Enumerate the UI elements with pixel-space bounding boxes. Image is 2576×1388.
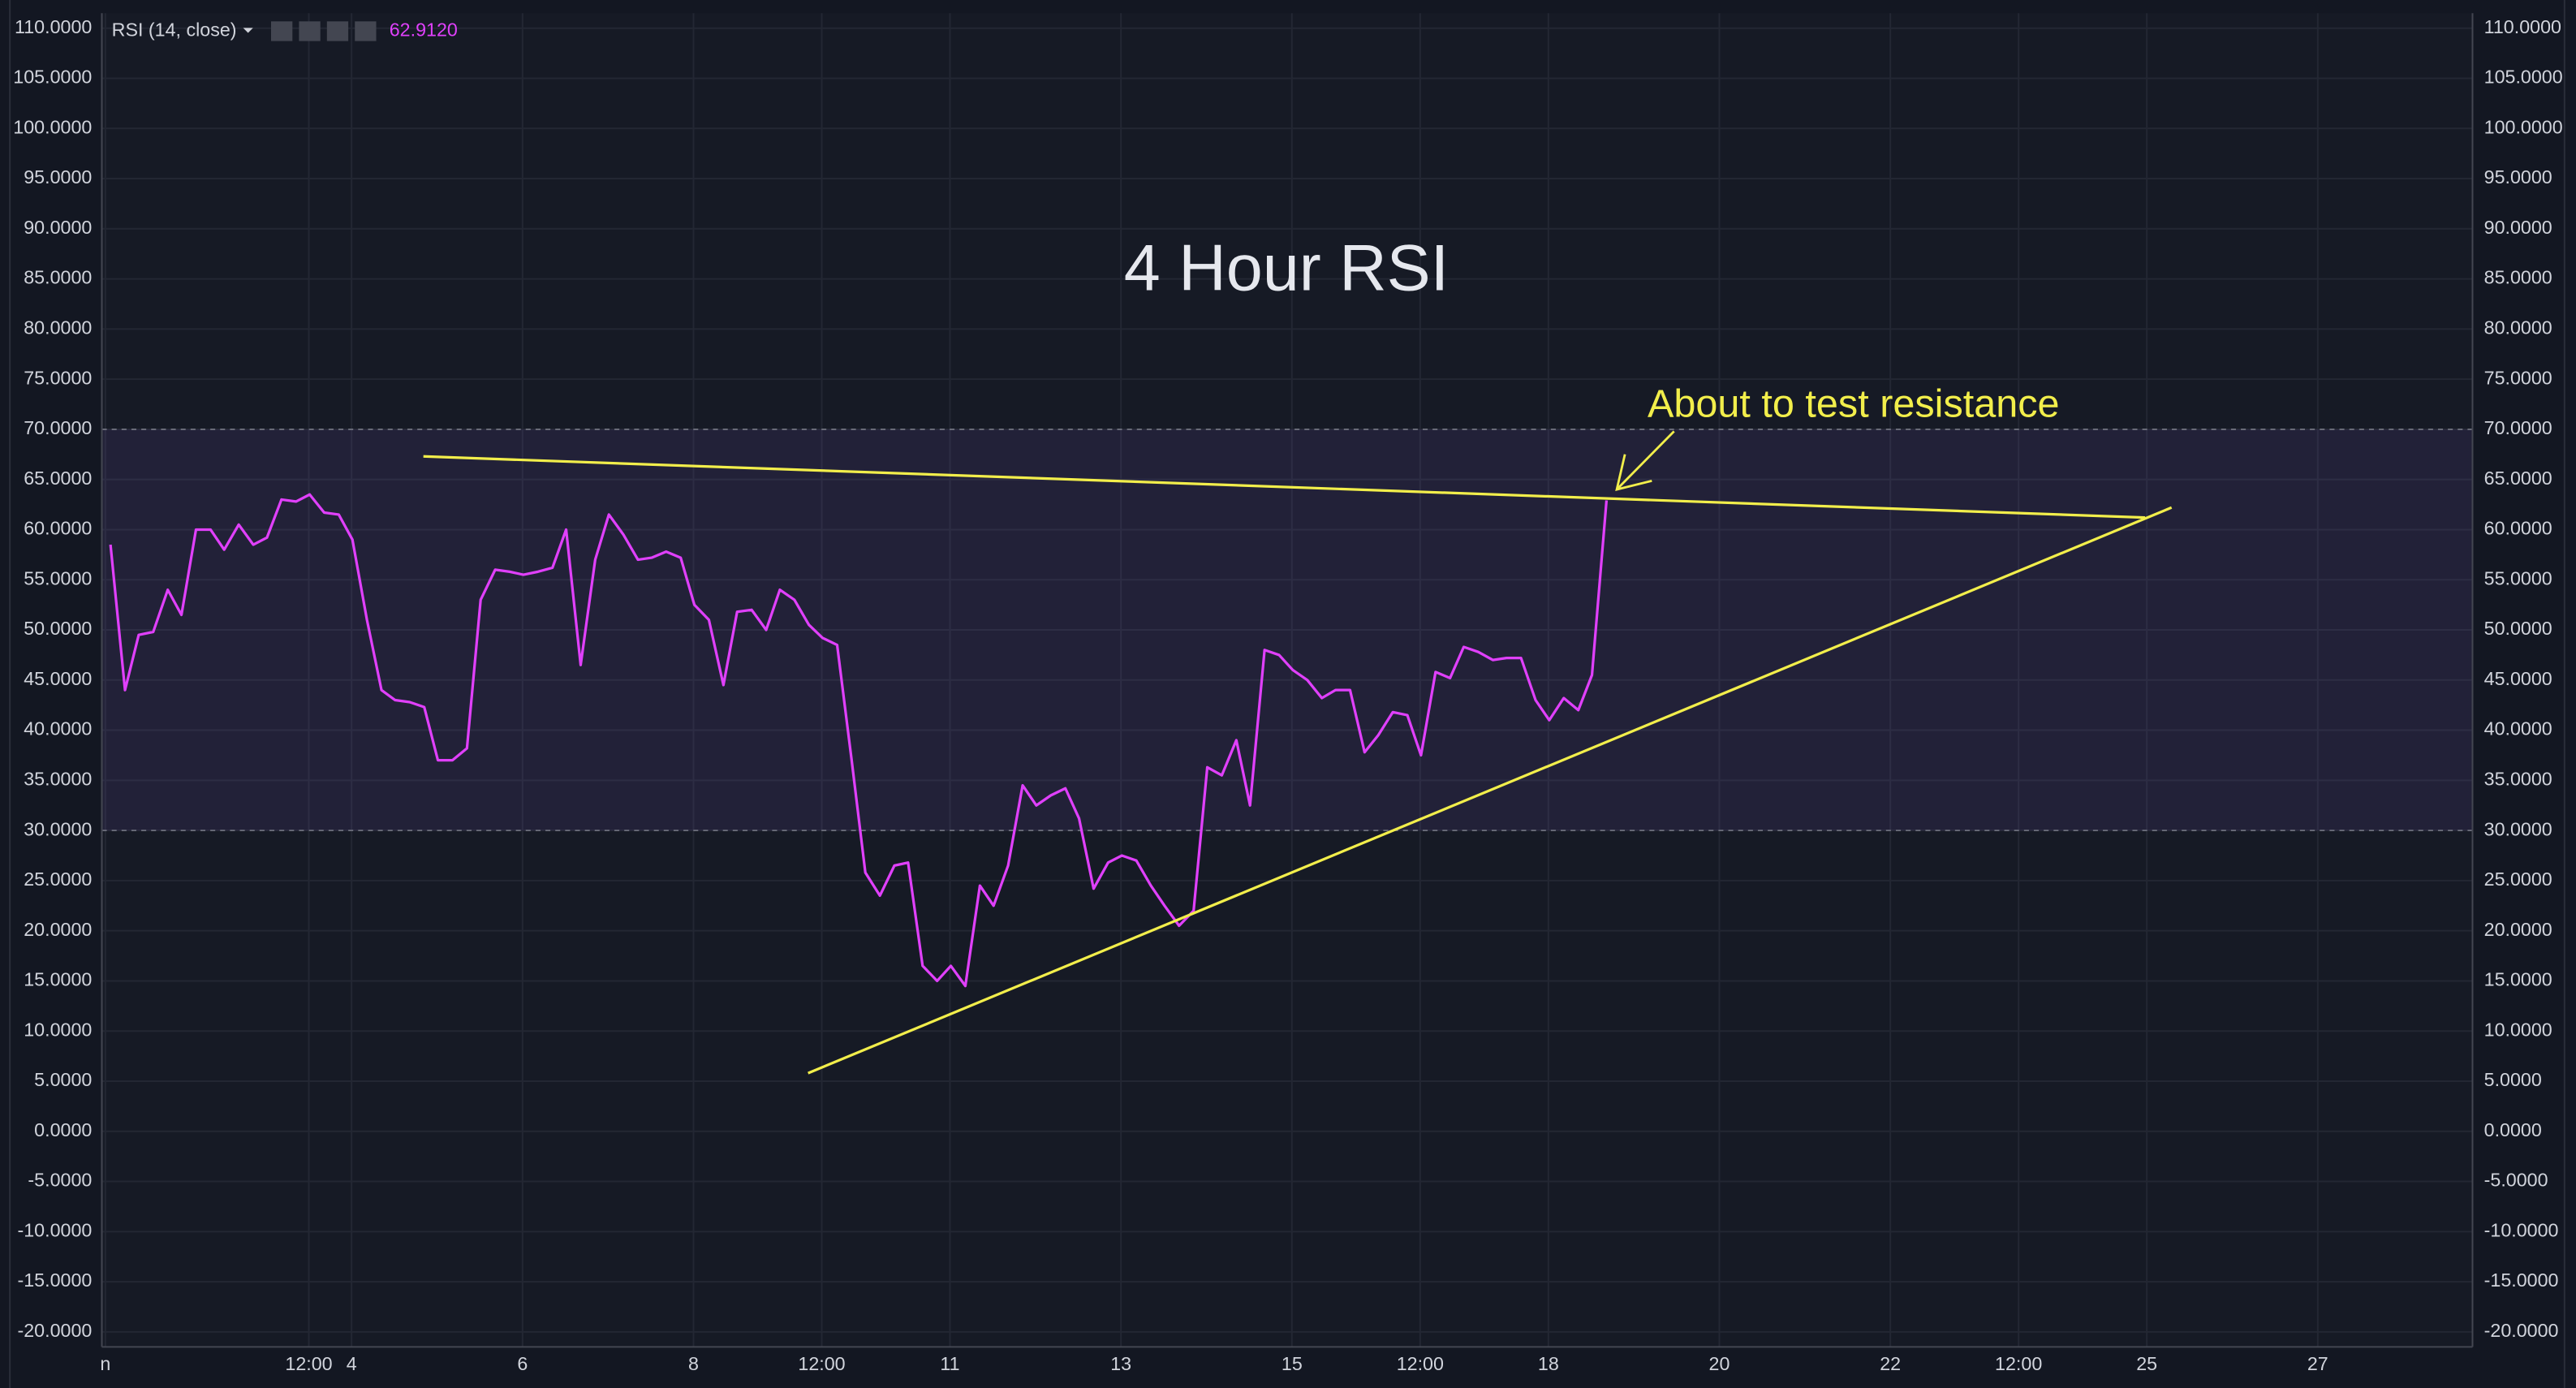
marks bbox=[109, 455, 2173, 1075]
x-tick-label: 22 bbox=[1880, 1353, 1901, 1374]
y-tick-label-right: 105.0000 bbox=[2484, 67, 2563, 88]
y-tick-label-right: -10.0000 bbox=[2484, 1219, 2559, 1240]
trendline bbox=[808, 506, 2173, 1075]
remove-icon[interactable] bbox=[355, 21, 377, 41]
y-tick-label-right: 10.0000 bbox=[2484, 1019, 2552, 1040]
y-tick-label-left: 5.0000 bbox=[34, 1069, 92, 1090]
legend-dropdown[interactable] bbox=[243, 28, 253, 33]
y-tick-label-right: 80.0000 bbox=[2484, 317, 2552, 338]
x-tick-label: 20 bbox=[1709, 1353, 1730, 1374]
y-tick-label-left: 10.0000 bbox=[24, 1019, 92, 1040]
y-tick-label-left: 80.0000 bbox=[24, 317, 92, 338]
y-tick-label-left: -5.0000 bbox=[28, 1170, 92, 1191]
annotation-arrow bbox=[1616, 430, 1675, 491]
rsi-line bbox=[109, 493, 1609, 988]
y-tick-label-left: -15.0000 bbox=[17, 1269, 92, 1291]
annotation-text: About to test resistance bbox=[1648, 381, 2060, 425]
y-tick-label-left: 105.0000 bbox=[13, 67, 92, 88]
y-tick-label-right: 55.0000 bbox=[2484, 567, 2552, 588]
y-tick-label-left: 90.0000 bbox=[24, 217, 92, 238]
y-tick-label-left: 45.0000 bbox=[24, 668, 92, 689]
y-tick-label-right: -20.0000 bbox=[2484, 1320, 2559, 1341]
x-tick-label: 18 bbox=[1538, 1353, 1559, 1374]
y-tick-label-left: 65.0000 bbox=[24, 468, 92, 489]
y-tick-label-right: -15.0000 bbox=[2484, 1269, 2559, 1291]
y-tick-label-right: 40.0000 bbox=[2484, 718, 2552, 739]
y-tick-label-left: 85.0000 bbox=[24, 267, 92, 288]
legend-value: 62.9120 bbox=[390, 19, 458, 41]
x-tick-label: 12:00 bbox=[285, 1353, 332, 1374]
y-tick-label-right: 65.0000 bbox=[2484, 468, 2552, 489]
y-tick-label-right: 20.0000 bbox=[2484, 919, 2552, 940]
y-tick-label-left: 100.0000 bbox=[13, 116, 92, 137]
x-tick-label: 27 bbox=[2307, 1353, 2328, 1374]
y-tick-label-right: 15.0000 bbox=[2484, 969, 2552, 990]
y-tick-label-right: 75.0000 bbox=[2484, 367, 2552, 388]
y-tick-label-left: 35.0000 bbox=[24, 768, 92, 789]
y-tick-label-right: 50.0000 bbox=[2484, 618, 2552, 639]
y-tick-label-left: 20.0000 bbox=[24, 919, 92, 940]
band-fill bbox=[101, 429, 2473, 831]
y-tick-label-right: 45.0000 bbox=[2484, 668, 2552, 689]
y-tick-label-right: 0.0000 bbox=[2484, 1119, 2542, 1140]
y-tick-label-left: 50.0000 bbox=[24, 618, 92, 639]
add-icon[interactable] bbox=[326, 21, 349, 41]
settings-icon[interactable] bbox=[270, 21, 293, 41]
y-tick-label-left: -10.0000 bbox=[17, 1219, 92, 1240]
legend-toolbar bbox=[270, 21, 377, 41]
y-tick-label-left: 55.0000 bbox=[24, 567, 92, 588]
y-tick-label-left: 70.0000 bbox=[24, 417, 92, 438]
annotation-arrow-head bbox=[1615, 454, 1652, 491]
y-tick-label-right: 100.0000 bbox=[2484, 116, 2563, 137]
y-tick-label-left: 0.0000 bbox=[34, 1119, 92, 1140]
x-tick-label: 8 bbox=[688, 1353, 699, 1374]
y-tick-label-right: 35.0000 bbox=[2484, 768, 2552, 789]
y-tick-label-left: -20.0000 bbox=[17, 1320, 92, 1341]
x-tick-label: 15 bbox=[1282, 1353, 1303, 1374]
trendline bbox=[423, 455, 2146, 519]
visibility-icon[interactable] bbox=[299, 21, 321, 41]
y-tick-label-left: 110.0000 bbox=[15, 16, 92, 37]
x-tick-label: 4 bbox=[347, 1353, 357, 1374]
x-tick-label: 12:00 bbox=[798, 1353, 845, 1374]
x-tick-label: 13 bbox=[1110, 1353, 1131, 1374]
y-tick-label-right: 70.0000 bbox=[2484, 417, 2552, 438]
y-tick-label-right: 60.0000 bbox=[2484, 518, 2552, 539]
y-tick-label-left: 60.0000 bbox=[24, 518, 92, 539]
y-tick-label-right: 110.0000 bbox=[2484, 16, 2561, 37]
y-tick-label-right: 85.0000 bbox=[2484, 267, 2552, 288]
x-tick-label: 25 bbox=[2136, 1353, 2157, 1374]
y-tick-label-left: 30.0000 bbox=[24, 818, 92, 839]
band bbox=[101, 429, 2473, 831]
x-tick-label: 11 bbox=[940, 1353, 959, 1374]
y-tick-label-right: 5.0000 bbox=[2484, 1069, 2542, 1090]
y-tick-label-right: 25.0000 bbox=[2484, 869, 2552, 890]
x-tick-label: n bbox=[100, 1353, 110, 1374]
x-tick-label: 6 bbox=[517, 1353, 528, 1374]
y-tick-label-left: 15.0000 bbox=[24, 969, 92, 990]
y-tick-label-left: 75.0000 bbox=[24, 367, 92, 388]
chart-title: 4 Hour RSI bbox=[1124, 231, 1449, 304]
x-tick-label: 12:00 bbox=[1995, 1353, 2042, 1374]
y-tick-label-left: 95.0000 bbox=[24, 166, 92, 188]
y-tick-label-right: -5.0000 bbox=[2484, 1170, 2548, 1191]
y-tick-label-right: 90.0000 bbox=[2484, 217, 2552, 238]
y-tick-label-right: 95.0000 bbox=[2484, 166, 2552, 188]
x-tick-label: 12:00 bbox=[1397, 1353, 1444, 1374]
y-tick-label-left: 25.0000 bbox=[24, 869, 92, 890]
y-tick-label-left: 40.0000 bbox=[24, 718, 92, 739]
y-tick-label-right: 30.0000 bbox=[2484, 818, 2552, 839]
legend-name[interactable]: RSI (14, close) bbox=[112, 19, 237, 41]
